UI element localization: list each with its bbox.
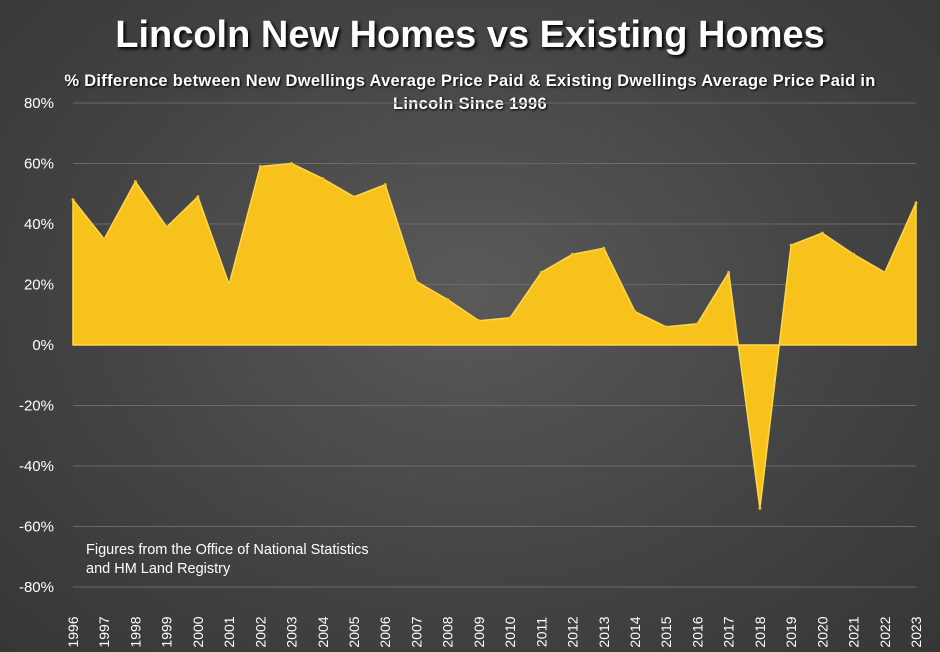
data-point-1996 [71,198,75,202]
y-tick-label: 20% [24,277,54,294]
y-tick-label: 80% [24,95,54,112]
x-axis-ticks: 1996 1997 1998 1999 2000 2001 2002 2003 2004 2005… [65,616,924,647]
y-tick-label: 0% [32,337,54,354]
y-axis-ticks: -80% -60% -40% -20% 0% 20% 40% 60% 80% [19,95,54,596]
x-tick-label: 2023 [908,616,924,647]
x-tick-label: 2016 [689,616,705,647]
data-point-2018 [758,506,762,510]
data-point-2000 [196,195,200,199]
x-tick-label: 2013 [596,616,612,647]
y-tick-label: -80% [19,579,54,596]
y-tick-label: 60% [24,156,54,173]
data-point-2020 [820,231,824,235]
x-tick-label: 2005 [346,616,362,647]
x-tick-label: 2020 [814,616,830,647]
y-tick-label: -40% [19,458,54,475]
data-point-2001 [227,283,231,286]
x-tick-label: 2003 [284,616,300,647]
x-tick-label: 2019 [783,616,799,647]
data-point-2012 [571,252,575,256]
x-tick-label: 1998 [127,616,143,647]
data-point-2019 [789,243,793,247]
data-point-2005 [352,195,356,199]
data-point-2016 [695,322,699,326]
x-tick-label: 2009 [471,616,487,647]
x-tick-label: 1997 [96,616,112,647]
data-point-2015 [664,325,668,329]
data-point-1999 [165,225,169,229]
x-tick-label: 2021 [846,616,862,647]
x-tick-label: 2008 [440,616,456,647]
data-point-2006 [383,183,387,187]
data-point-2008 [446,298,450,302]
data-point-2002 [258,165,262,169]
area-series [71,162,918,510]
data-point-2011 [539,270,543,274]
data-point-2004 [321,177,325,181]
y-tick-label: -20% [19,398,54,415]
data-point-2009 [477,319,481,323]
x-tick-label: 2001 [221,616,237,647]
data-point-2017 [727,270,731,274]
x-tick-label: 2017 [721,616,737,647]
data-point-2007 [414,279,418,283]
x-tick-label: 2018 [752,616,768,647]
x-tick-label: 2002 [252,616,268,647]
data-point-2013 [602,246,606,250]
chart-title: Lincoln New Homes vs Existing Homes [115,14,825,56]
x-tick-label: 2000 [190,616,206,647]
chart-subtitle: % Difference between New Dwellings Avera… [64,72,876,113]
x-tick-label: 2014 [627,616,643,647]
x-tick-label: 2007 [408,616,424,647]
data-point-2014 [633,310,637,314]
source-annotation: Figures from the Office of National Stat… [86,542,369,577]
x-tick-label: 2010 [502,616,518,647]
x-tick-label: 1999 [159,616,175,647]
y-tick-label: -60% [19,519,54,536]
y-tick-label: 40% [24,216,54,233]
x-tick-label: 2004 [315,616,331,647]
x-tick-label: 2011 [533,617,549,647]
x-tick-label: 1996 [65,616,81,647]
area-fill [72,162,917,510]
data-point-2023 [914,201,918,205]
data-point-1997 [102,237,106,241]
data-point-2003 [290,162,294,165]
data-point-2022 [883,270,887,274]
x-tick-label: 2022 [877,616,893,647]
data-point-2021 [852,252,856,256]
x-tick-label: 2012 [565,616,581,647]
x-tick-label: 2006 [377,616,393,647]
x-tick-label: 2015 [658,616,674,647]
data-point-2010 [508,316,512,320]
data-point-1998 [133,180,137,184]
